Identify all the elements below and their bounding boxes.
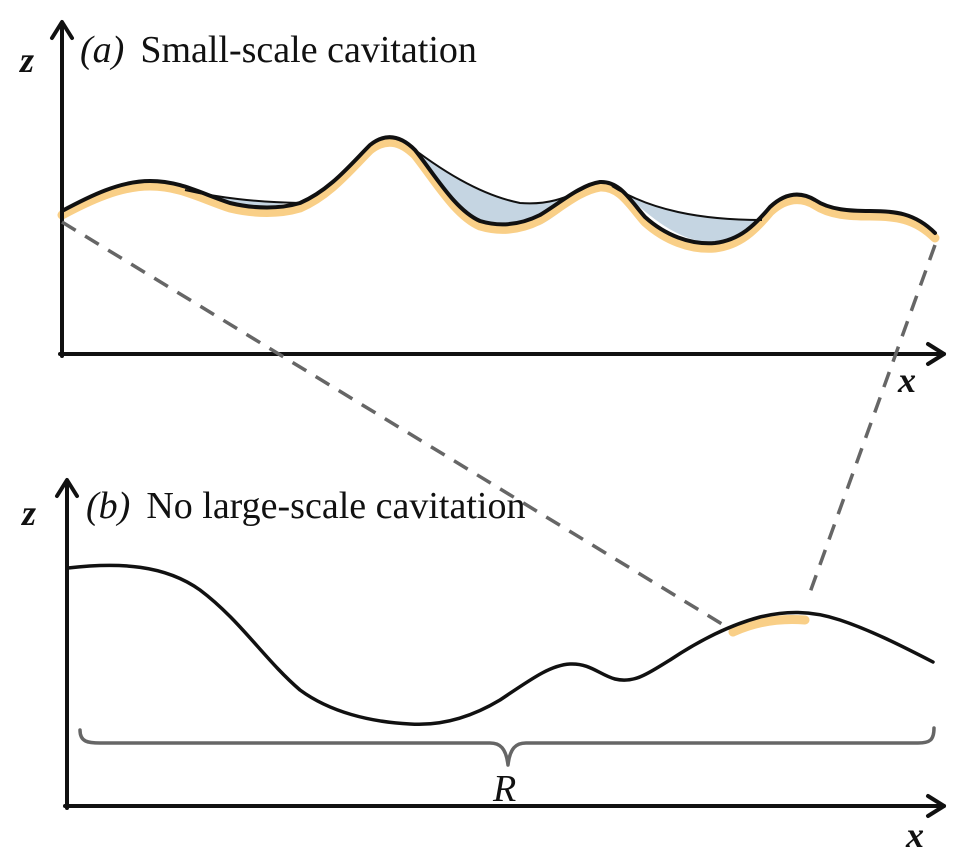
surface-highlight-a xyxy=(57,137,940,253)
contact-envelope-1 xyxy=(184,189,301,204)
panel-a-tag: (a) xyxy=(80,29,124,71)
panel-b-heading: (b) No large-scale cavitation xyxy=(86,485,525,527)
x-axis-label-b: x xyxy=(905,815,924,855)
x-axis-arrow-a xyxy=(926,342,946,366)
y-axis-label-a: z xyxy=(18,40,34,80)
zoomed-region-highlight xyxy=(728,615,810,637)
contact-envelope-2 xyxy=(401,139,593,205)
panel-b-title: No large-scale cavitation xyxy=(146,485,525,527)
axes-b xyxy=(55,478,946,818)
range-label: R xyxy=(492,768,516,810)
zoom-line-left xyxy=(61,220,723,626)
x-axis-arrow-b xyxy=(926,794,946,818)
panel-a-heading: (a) Small-scale cavitation xyxy=(80,29,477,71)
surface-line-a xyxy=(60,135,937,246)
axes-a xyxy=(50,20,946,366)
cavity-region-2 xyxy=(405,142,590,231)
zoom-line-right xyxy=(806,244,937,599)
cavity-region-3 xyxy=(615,188,760,243)
contact-envelope-3 xyxy=(611,185,763,221)
range-brace xyxy=(78,726,936,767)
y-axis-arrow-b xyxy=(55,478,79,498)
panel-a-title: Small-scale cavitation xyxy=(140,29,477,71)
panel-a: z x (a) Small-scale cavitation xyxy=(18,20,946,400)
zoom-lines xyxy=(61,220,937,626)
y-axis-arrow-a xyxy=(50,20,74,40)
surface-line-b xyxy=(66,563,935,727)
x-axis-label-a: x xyxy=(897,360,916,400)
y-axis-label-b: z xyxy=(20,493,36,533)
panel-b: R z x (b) No large-scale cavitation xyxy=(20,478,946,855)
panel-b-tag: (b) xyxy=(86,485,130,527)
